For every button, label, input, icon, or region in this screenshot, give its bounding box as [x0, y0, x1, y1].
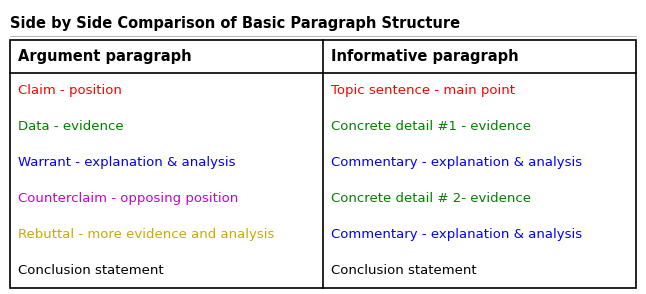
Text: Rebuttal - more evidence and analysis: Rebuttal - more evidence and analysis: [18, 228, 275, 241]
Text: Concrete detail # 2- evidence: Concrete detail # 2- evidence: [331, 192, 531, 205]
Text: Side by Side Comparison of Basic Paragraph Structure: Side by Side Comparison of Basic Paragra…: [10, 16, 460, 31]
Text: Data - evidence: Data - evidence: [18, 120, 123, 133]
Text: Argument paragraph: Argument paragraph: [18, 49, 192, 64]
Text: Counterclaim - opposing position: Counterclaim - opposing position: [18, 192, 238, 205]
Text: Conclusion statement: Conclusion statement: [331, 264, 477, 277]
Text: Claim - position: Claim - position: [18, 84, 122, 97]
Text: Commentary - explanation & analysis: Commentary - explanation & analysis: [331, 228, 582, 241]
Text: Concrete detail #1 - evidence: Concrete detail #1 - evidence: [331, 120, 531, 133]
Bar: [10, 40, 636, 288]
Text: Commentary - explanation & analysis: Commentary - explanation & analysis: [331, 156, 582, 169]
Text: Informative paragraph: Informative paragraph: [331, 49, 519, 64]
Text: Topic sentence - main point: Topic sentence - main point: [331, 84, 515, 97]
Text: Conclusion statement: Conclusion statement: [18, 264, 163, 277]
Text: Warrant - explanation & analysis: Warrant - explanation & analysis: [18, 156, 236, 169]
